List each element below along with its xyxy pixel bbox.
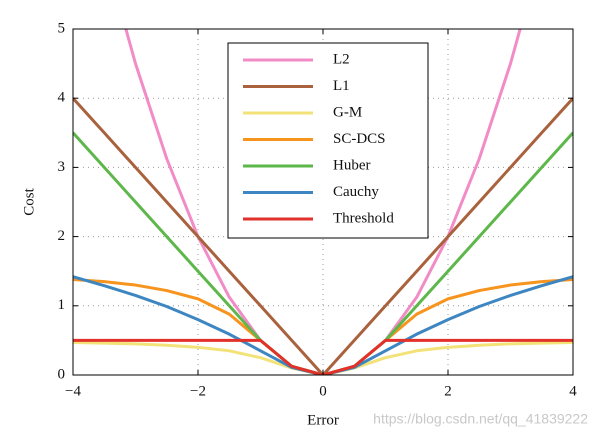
series-line [73,275,573,375]
legend-label: L2 [333,51,350,67]
y-tick-label: 4 [58,90,66,106]
y-tick-label: 2 [58,228,66,244]
ticks: −4 −2 0 2 4 0 1 2 3 4 5 [58,20,578,399]
x-axis-label: Error [307,412,339,428]
plot-lines [73,29,573,375]
x-tick-label: −4 [65,383,81,399]
y-tick-label: 5 [58,20,66,36]
legend-label: L1 [333,78,350,94]
y-axis-label: Cost [21,187,37,215]
series-line [73,97,573,375]
legend-label: SC-DCS [333,131,386,147]
x-tick-label: 0 [319,383,327,399]
y-tick-label: 1 [58,297,66,313]
y-tick-label: 3 [58,159,66,175]
legend-label: Threshold [333,210,394,226]
legend-label: Cauchy [333,184,379,200]
y-tick-label: 0 [58,366,66,382]
x-tick-label: 4 [569,383,577,399]
x-tick-label: −2 [190,383,206,399]
legend-label: Huber [333,157,371,173]
series-line [73,338,573,375]
series-line [73,340,573,375]
legend-label: G-M [333,104,362,120]
watermark: https://blog.csdn.net/qq_41839222 [373,411,588,427]
series-line [73,278,573,375]
x-tick-label: 2 [444,383,452,399]
legend: L2 L1 G-M SC-DCS Huber Cauchy Threshold [243,51,394,226]
series-line [124,29,522,375]
series-line [73,131,573,375]
